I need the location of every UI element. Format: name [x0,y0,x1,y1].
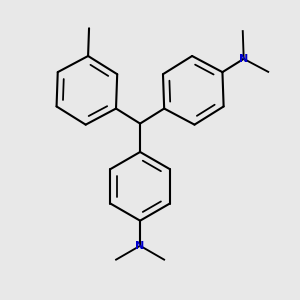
Text: N: N [239,54,248,64]
Text: N: N [136,241,145,251]
